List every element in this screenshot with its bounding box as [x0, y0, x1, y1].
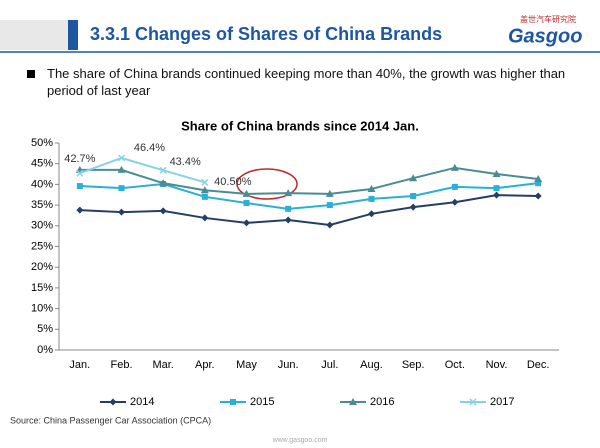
point: [76, 206, 84, 214]
y-tick-label: 25%: [31, 240, 53, 252]
y-tick-label: 20%: [31, 261, 53, 273]
legend-label: 2015: [250, 396, 274, 408]
point: [409, 174, 418, 182]
point: [159, 166, 167, 174]
point: [76, 183, 83, 190]
point: [242, 189, 251, 197]
legend-label: 2014: [130, 396, 154, 408]
legend-marker: [230, 399, 236, 405]
point: [534, 175, 543, 183]
legend-marker: [109, 398, 117, 406]
x-tick-label: Oct.: [445, 359, 465, 371]
source: Source: China Passenger Car Association …: [10, 415, 211, 425]
footer-url: www.gasgoo.com: [272, 437, 328, 444]
point: [118, 208, 125, 216]
x-tick-label: Sep.: [402, 359, 425, 371]
slide-title: 3.3.1 Changes of Shares of China Brands: [90, 24, 442, 44]
point: [535, 180, 542, 187]
x-tick-label: Mar.: [152, 359, 173, 371]
x-tick-label: Jan.: [69, 359, 90, 371]
point: [368, 195, 375, 202]
point: [493, 185, 500, 192]
data-label: 40.50%: [214, 176, 252, 188]
y-tick-label: 40%: [31, 178, 53, 190]
x-tick-label: Apr.: [195, 359, 215, 371]
point: [117, 165, 126, 173]
point: [285, 205, 292, 212]
point: [326, 202, 333, 209]
y-tick-label: 0%: [37, 344, 53, 356]
point: [159, 207, 167, 215]
point: [284, 189, 293, 197]
series-line: [79, 194, 539, 226]
data-label: 42.7%: [64, 153, 95, 165]
y-tick-label: 10%: [31, 303, 53, 315]
point: [201, 178, 209, 186]
point: [367, 184, 376, 192]
point: [201, 214, 209, 222]
point: [201, 193, 208, 200]
bullet-marker: [27, 70, 35, 78]
x-tick-label: Jun.: [278, 359, 299, 371]
x-tick-label: Dec.: [527, 359, 550, 371]
data-label: 46.4%: [134, 142, 165, 154]
legend-marker: [469, 398, 477, 406]
logo: Gasgoo: [508, 25, 582, 47]
legend-label: 2017: [490, 396, 514, 408]
point: [450, 163, 459, 171]
point: [243, 200, 250, 207]
point: [326, 221, 334, 229]
point: [451, 198, 459, 206]
y-tick-label: 30%: [31, 220, 53, 232]
x-tick-label: Feb.: [110, 359, 132, 371]
chart-title: Share of China brands since 2014 Jan.: [181, 118, 419, 133]
point: [409, 203, 417, 211]
point: [492, 170, 501, 178]
point: [118, 185, 125, 192]
point: [368, 210, 375, 218]
point: [493, 191, 500, 199]
point: [410, 192, 417, 199]
point: [200, 186, 209, 194]
y-tick-label: 5%: [37, 323, 53, 335]
y-tick-label: 35%: [31, 199, 53, 211]
point: [284, 216, 292, 224]
y-tick-label: 15%: [31, 282, 53, 294]
point: [76, 169, 84, 177]
x-tick-label: Aug.: [360, 359, 383, 371]
data-label: 43.4%: [170, 156, 201, 168]
highlight-circle: [236, 168, 298, 200]
y-tick-label: 50%: [31, 137, 53, 149]
y-tick-label: 45%: [31, 158, 53, 170]
series-line: [79, 156, 206, 184]
series-line: [79, 182, 539, 210]
point: [325, 189, 334, 197]
point: [117, 154, 126, 162]
point: [243, 219, 250, 227]
point: [451, 183, 458, 190]
series-line: [79, 166, 539, 195]
x-tick-label: Jul.: [321, 359, 338, 371]
header-accent: [68, 20, 78, 50]
bullet-box: The share of China brands continued keep…: [47, 66, 566, 98]
legend-label: 2016: [370, 396, 394, 408]
logo-cn: 盖世汽车研究院: [520, 14, 576, 24]
point: [534, 192, 542, 200]
x-tick-label: May: [236, 359, 257, 371]
point: [159, 179, 168, 187]
header-tab: [0, 20, 78, 50]
x-tick-label: Nov.: [486, 359, 508, 371]
legend-marker: [349, 398, 357, 405]
bullet-text: The share of China brands continued keep…: [47, 66, 566, 98]
